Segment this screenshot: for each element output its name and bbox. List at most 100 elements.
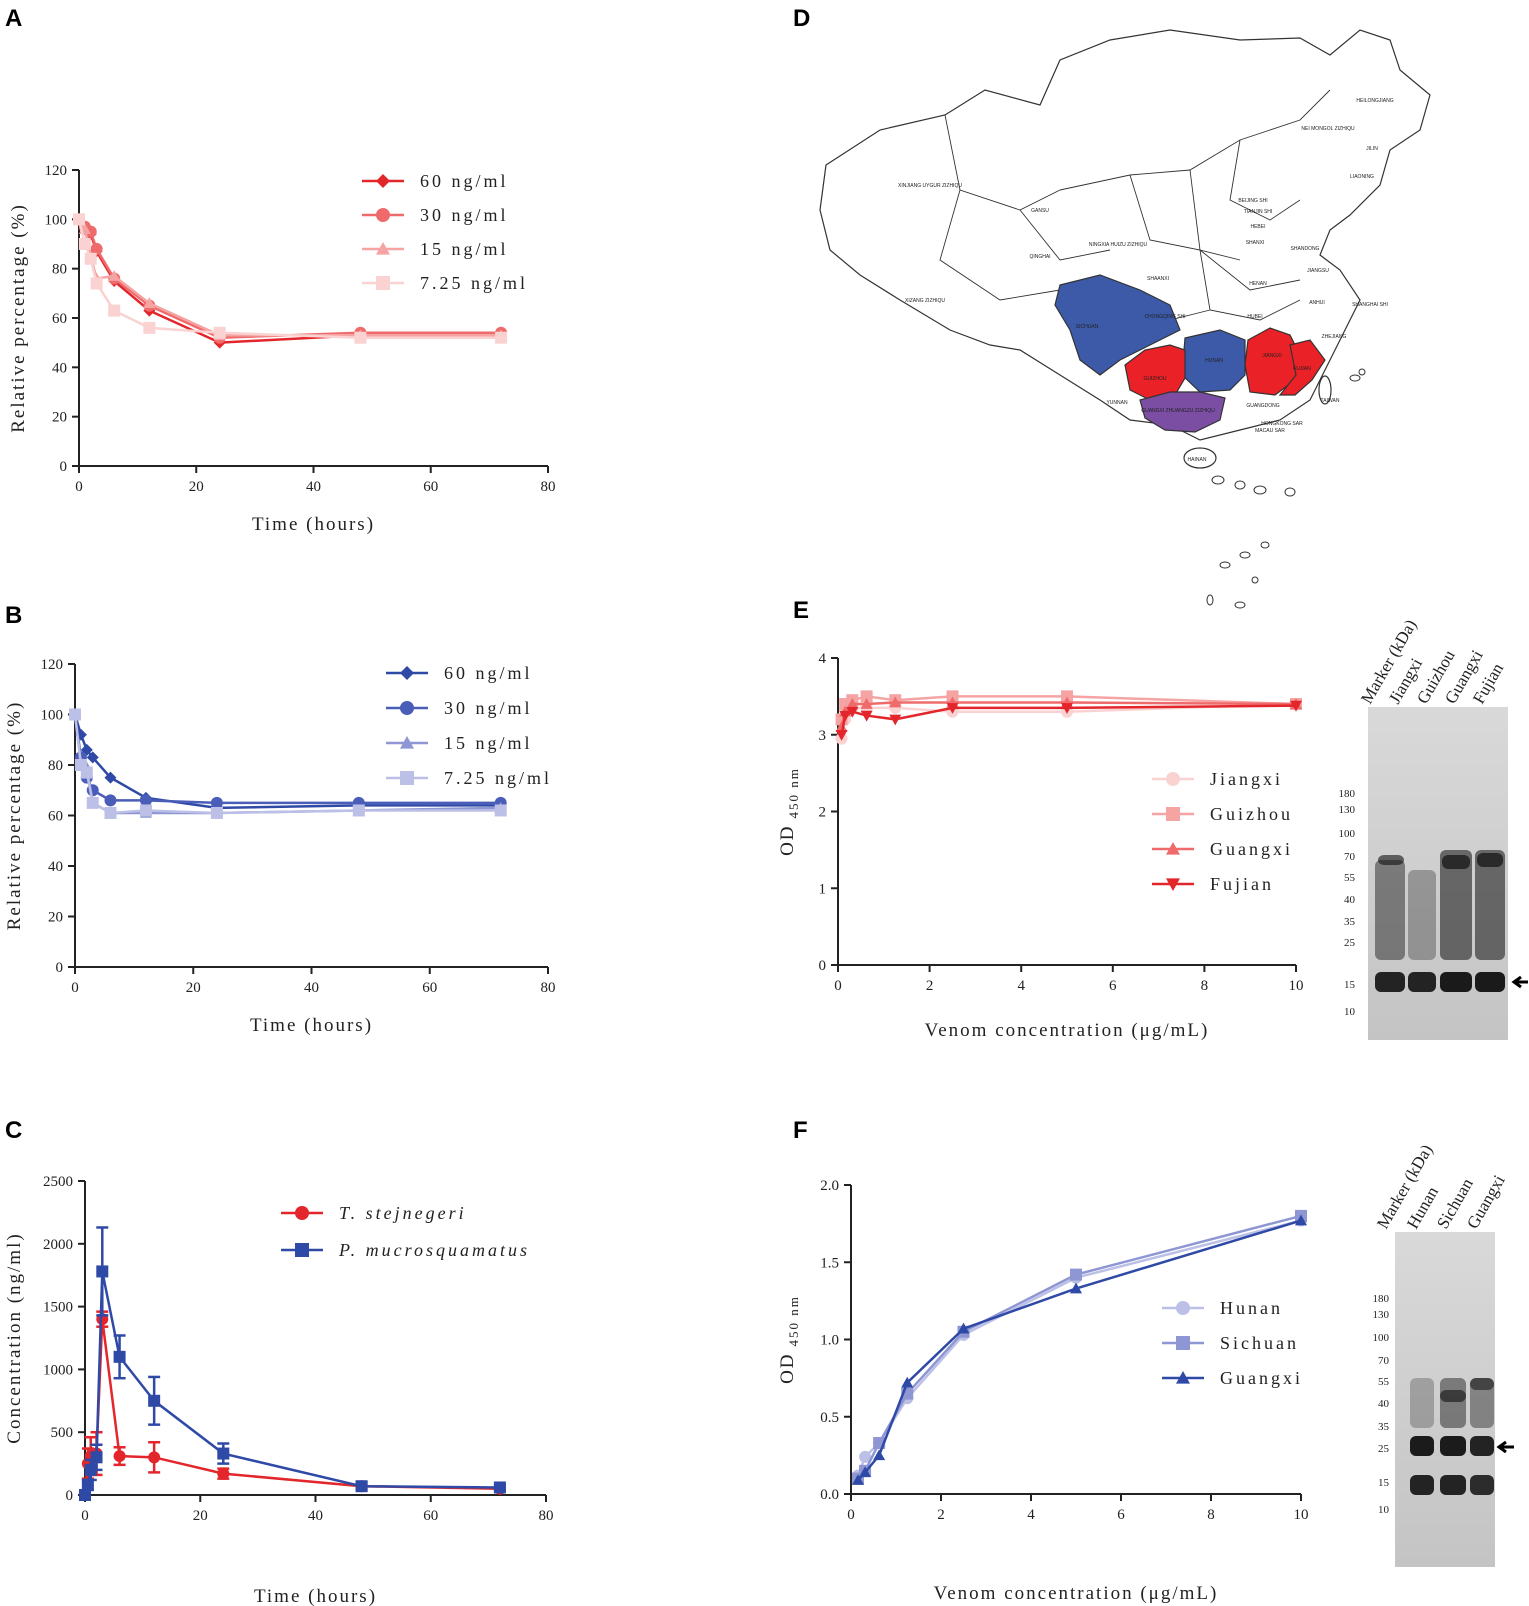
legend-item: P. mucrosquamatus bbox=[281, 1240, 527, 1260]
data-point bbox=[859, 1466, 872, 1478]
blot-e: Marker (kDa)JiangxiGuizhouGuangxiFujian … bbox=[1339, 616, 1528, 1040]
x-tick-label: 6 bbox=[1117, 1507, 1125, 1523]
data-point bbox=[148, 1394, 161, 1407]
legend-item: 60 ng/ml bbox=[386, 663, 530, 683]
data-point bbox=[1070, 1282, 1082, 1294]
y-axis-label: Relative percentage (%) bbox=[8, 203, 29, 433]
map-province-label: SHANGHAI SHI bbox=[1352, 302, 1388, 308]
panel-label-f: F bbox=[793, 1117, 808, 1144]
map-province-label: HONGKONG SAR bbox=[1261, 421, 1303, 427]
y-tick-label: 60 bbox=[52, 311, 67, 327]
y-tick-label: 100 bbox=[45, 212, 68, 228]
legend-label: Fujian bbox=[1210, 874, 1274, 894]
series-line bbox=[73, 714, 501, 805]
map-province-label: QINGHAI bbox=[1029, 254, 1050, 260]
blot-band bbox=[1440, 850, 1472, 960]
data-point bbox=[1061, 690, 1073, 703]
x-tick-label: 6 bbox=[1109, 978, 1117, 994]
blot-band bbox=[1470, 1436, 1494, 1456]
map-province-label: SHANDONG bbox=[1291, 246, 1320, 252]
data-point bbox=[354, 331, 367, 344]
blot-band bbox=[1408, 972, 1436, 992]
data-point bbox=[143, 297, 156, 308]
x-tick-label: 60 bbox=[422, 980, 437, 996]
map-province-label: NINGXIA HUIZU ZIZHIQU bbox=[1089, 242, 1148, 248]
map-province-label: BEIJING SHI bbox=[1238, 198, 1267, 204]
blot-band bbox=[1375, 972, 1405, 992]
legend-item: 30 ng/ml bbox=[362, 205, 506, 225]
y-tick-label: 80 bbox=[48, 758, 63, 774]
x-tick-label: 0 bbox=[834, 978, 842, 994]
data-point bbox=[139, 794, 152, 807]
data-point bbox=[213, 326, 226, 339]
x-tick-label: 2 bbox=[926, 978, 934, 994]
x-tick-label: 10 bbox=[1294, 1507, 1309, 1523]
blot-band bbox=[1475, 850, 1505, 960]
blot-band bbox=[1410, 1436, 1434, 1456]
data-point bbox=[80, 766, 93, 779]
data-point bbox=[73, 213, 85, 226]
blot-band bbox=[1375, 860, 1405, 960]
x-tick-label: 60 bbox=[423, 479, 438, 495]
y-axis-label: OD 450 nm bbox=[777, 1295, 801, 1384]
legend-item: Guangxi bbox=[1152, 839, 1290, 859]
data-point bbox=[873, 1449, 886, 1461]
legend-item: 30 ng/ml bbox=[386, 698, 530, 718]
legend-item: Hunan bbox=[1162, 1298, 1280, 1318]
legend-marker bbox=[1176, 1301, 1190, 1315]
data-point bbox=[81, 1478, 94, 1491]
x-tick-label: 40 bbox=[308, 1508, 323, 1524]
legend-item: T. stejnegeri bbox=[281, 1203, 464, 1223]
legend-label: 60 ng/ml bbox=[420, 171, 509, 191]
blot-marker-label: 10 bbox=[1378, 1504, 1390, 1516]
legend-marker bbox=[376, 242, 390, 255]
blot-band bbox=[1378, 855, 1404, 865]
legend-marker bbox=[1166, 807, 1180, 821]
data-point bbox=[494, 804, 507, 817]
map-province-label: JILIN bbox=[1366, 146, 1378, 152]
map-province-label: HUNAN bbox=[1205, 358, 1223, 364]
blot-marker-label: 15 bbox=[1344, 979, 1356, 991]
chart-c: 0 20 40 60 80 0 500 1000 1500 2000 2500 Time (hours… bbox=[4, 1174, 554, 1606]
chart-f: 0 2 4 6 8 10 0.0 0.5 1.0 1.5 2.0 Venom concentratio… bbox=[777, 1178, 1309, 1604]
y-tick-label: 1.5 bbox=[820, 1255, 839, 1271]
y-tick-label: 2000 bbox=[43, 1237, 73, 1253]
legend-item: 15 ng/ml bbox=[362, 239, 509, 259]
map-province-label: MACAU SAR bbox=[1255, 428, 1285, 434]
axes bbox=[844, 1184, 1302, 1501]
legend-item: 15 ng/ml bbox=[386, 733, 530, 753]
chart-b: 0 20 40 60 80 0 20 40 60 80 100 120 Time (hours) Rela… bbox=[4, 657, 556, 1036]
data-point bbox=[1061, 703, 1073, 714]
map-province-label: SHAANXI bbox=[1147, 276, 1169, 282]
blot-marker-label: 35 bbox=[1378, 1421, 1390, 1433]
y-tick-label: 0.0 bbox=[820, 1487, 839, 1503]
y-tick-label: 2 bbox=[819, 805, 827, 821]
map-province-label: SICHUAN bbox=[1076, 324, 1099, 330]
y-tick-label: 2.0 bbox=[820, 1178, 839, 1194]
data-point bbox=[90, 1451, 103, 1464]
legend-label: 15 ng/ml bbox=[420, 239, 509, 259]
data-point bbox=[104, 806, 117, 819]
blot-marker-label: 180 bbox=[1339, 788, 1356, 800]
x-tick-label: 80 bbox=[539, 1508, 554, 1524]
blot-marker-label: 100 bbox=[1373, 1332, 1390, 1344]
x-tick-label: 20 bbox=[193, 1508, 208, 1524]
panel-label-a: A bbox=[5, 5, 22, 32]
map-province-label: GUANGDONG bbox=[1246, 403, 1279, 409]
map-labels: XINJIANG UYGUR ZIZHIQU XIZANG ZIZHIQU QING… bbox=[898, 98, 1394, 463]
blot-marker-label: 70 bbox=[1378, 1355, 1390, 1367]
series-t-stejnegeri bbox=[79, 1310, 506, 1501]
legend-label: 7.25 ng/ml bbox=[444, 768, 552, 788]
x-tick-label: 0 bbox=[71, 980, 79, 996]
series-p-mucrosquamatus bbox=[79, 1226, 506, 1501]
y-tick-label: 40 bbox=[52, 360, 67, 376]
map-province-label: YUNNAN bbox=[1106, 400, 1128, 406]
data-point bbox=[108, 270, 121, 281]
map-province-label: JIANGSU bbox=[1307, 268, 1329, 274]
legend-marker bbox=[400, 701, 414, 715]
blot-band bbox=[1470, 1475, 1494, 1495]
series-7-25-ng-ml bbox=[73, 213, 508, 344]
map-province-label: TAIWAN bbox=[1321, 398, 1340, 404]
blot-marker-label: 100 bbox=[1339, 828, 1356, 840]
